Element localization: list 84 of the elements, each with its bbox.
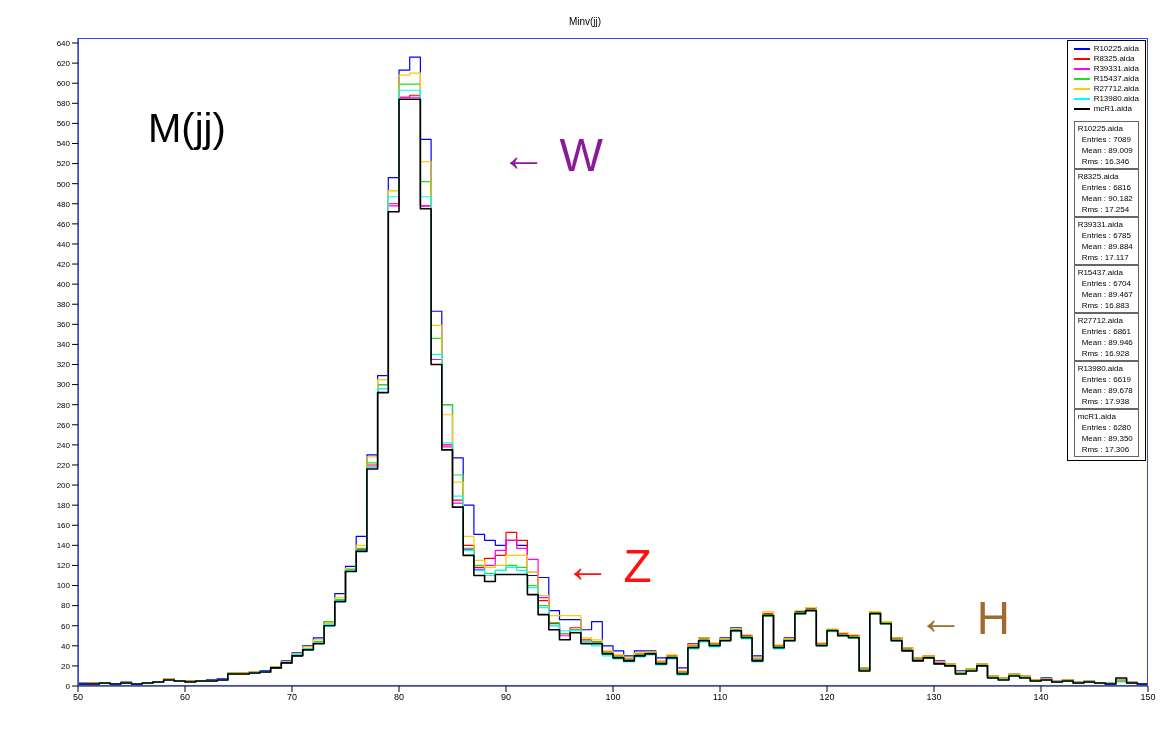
- y-tick-label: 300: [56, 380, 71, 390]
- y-tick-label: 240: [56, 440, 71, 450]
- legend-label: R13980.aida: [1093, 94, 1139, 103]
- y-tick-label: 640: [56, 38, 71, 48]
- y-tick-label: 320: [56, 360, 71, 370]
- y-tick-label: 180: [56, 501, 71, 510]
- annotation: Rms : 17.938: [1080, 396, 1131, 407]
- annotation: R15437.aida: [1077, 267, 1124, 278]
- y-tick-label: 20: [61, 661, 71, 671]
- y-tick-label: 580: [56, 99, 71, 109]
- annotation: Entries : 6816: [1080, 182, 1132, 193]
- y-tick-label: 40: [61, 641, 71, 651]
- legend-label: R8325.aida: [1093, 54, 1135, 63]
- y-tick-label: 560: [56, 119, 71, 129]
- annotation: mcR1.aida: [1077, 411, 1117, 422]
- annotation: Entries : 7089: [1080, 134, 1132, 145]
- annotation: Entries : 6704: [1080, 278, 1132, 289]
- annotation: Entries : 6280: [1080, 422, 1132, 433]
- y-tick-label: 260: [56, 420, 71, 430]
- y-tick-label: 160: [56, 521, 71, 531]
- chart-title: Minv(jj): [567, 16, 603, 27]
- annotation: Mean : 90.182: [1080, 193, 1134, 204]
- y-tick-label: 140: [56, 541, 71, 551]
- y-tick-label: 600: [56, 79, 71, 89]
- y-tick-label: 360: [56, 320, 71, 330]
- annotation: Rms : 16.883: [1080, 300, 1131, 311]
- annotation: Entries : 6619: [1080, 374, 1132, 385]
- y-tick-label: 280: [56, 400, 71, 410]
- y-tick-label: 520: [56, 159, 71, 169]
- y-tick-label: 500: [56, 179, 71, 189]
- annotation: R27712.aida: [1077, 315, 1124, 326]
- x-tick-label: 110: [712, 692, 728, 703]
- x-tick-label: 90: [500, 692, 512, 703]
- x-tick-label: 60: [179, 692, 191, 703]
- x-tick-label: 140: [1033, 692, 1049, 703]
- y-tick-label: 80: [61, 601, 71, 611]
- annotation: R13980.aida: [1077, 363, 1124, 374]
- y-tick-label: 620: [56, 58, 71, 68]
- annotation: ← H: [917, 591, 1010, 644]
- y-tick-label: 540: [56, 139, 71, 149]
- x-tick-label: 130: [926, 692, 942, 703]
- x-tick-label: 120: [819, 692, 835, 703]
- y-tick-label: 100: [56, 581, 71, 591]
- y-tick-label: 340: [56, 340, 71, 350]
- annotation: Rms : 16.928: [1080, 348, 1131, 359]
- y-tick-label: 0: [65, 681, 71, 691]
- y-tick-label: 480: [56, 199, 71, 209]
- y-tick-label: 400: [56, 279, 71, 289]
- y-tick-label: 460: [56, 219, 71, 229]
- y-tick-label: 60: [61, 621, 71, 631]
- x-tick-label: 100: [605, 692, 621, 703]
- annotation: Mean : 89.350: [1080, 433, 1134, 444]
- annotation: Mean : 89.884: [1080, 241, 1134, 252]
- annotation: Rms : 17.254: [1080, 204, 1131, 215]
- x-tick-label: 70: [286, 692, 298, 703]
- annotation: Mean : 89.467: [1080, 289, 1134, 300]
- annotation: Rms : 17.117: [1080, 252, 1130, 263]
- annotation: Entries : 6785: [1080, 230, 1132, 241]
- annotation: Rms : 16.346: [1080, 156, 1131, 167]
- annotation: Rms : 17.306: [1080, 444, 1131, 455]
- annotation: M(jj): [148, 106, 226, 150]
- y-tick-label: 220: [56, 460, 71, 470]
- legend-label: R15437.aida: [1093, 74, 1139, 83]
- annotation: R8325.aida: [1077, 171, 1120, 182]
- y-tick-label: 420: [56, 259, 71, 269]
- annotation: ← W: [500, 128, 603, 181]
- legend-label: mcR1.aida: [1093, 104, 1132, 113]
- y-tick-label: 120: [56, 561, 71, 571]
- y-tick-label: 200: [56, 480, 71, 490]
- x-tick-label: 80: [393, 692, 405, 703]
- annotation: ← Z: [564, 540, 652, 593]
- y-tick-label: 380: [56, 300, 71, 310]
- annotation: Mean : 89.946: [1080, 337, 1134, 348]
- y-tick-label: 440: [56, 239, 71, 249]
- legend-label: R10225.aida: [1093, 44, 1139, 53]
- annotation: R10225.aida: [1077, 123, 1124, 134]
- annotation: Mean : 89.009: [1080, 145, 1134, 156]
- x-tick-label: 50: [72, 692, 84, 703]
- legend-label: R39331.aida: [1093, 64, 1139, 73]
- annotation: Mean : 89.678: [1080, 385, 1134, 396]
- x-tick-label: 150: [1140, 692, 1156, 703]
- legend-label: R27712.aida: [1093, 84, 1139, 93]
- annotation: Entries : 6861: [1080, 326, 1132, 337]
- annotation: R39331.aida: [1077, 219, 1124, 230]
